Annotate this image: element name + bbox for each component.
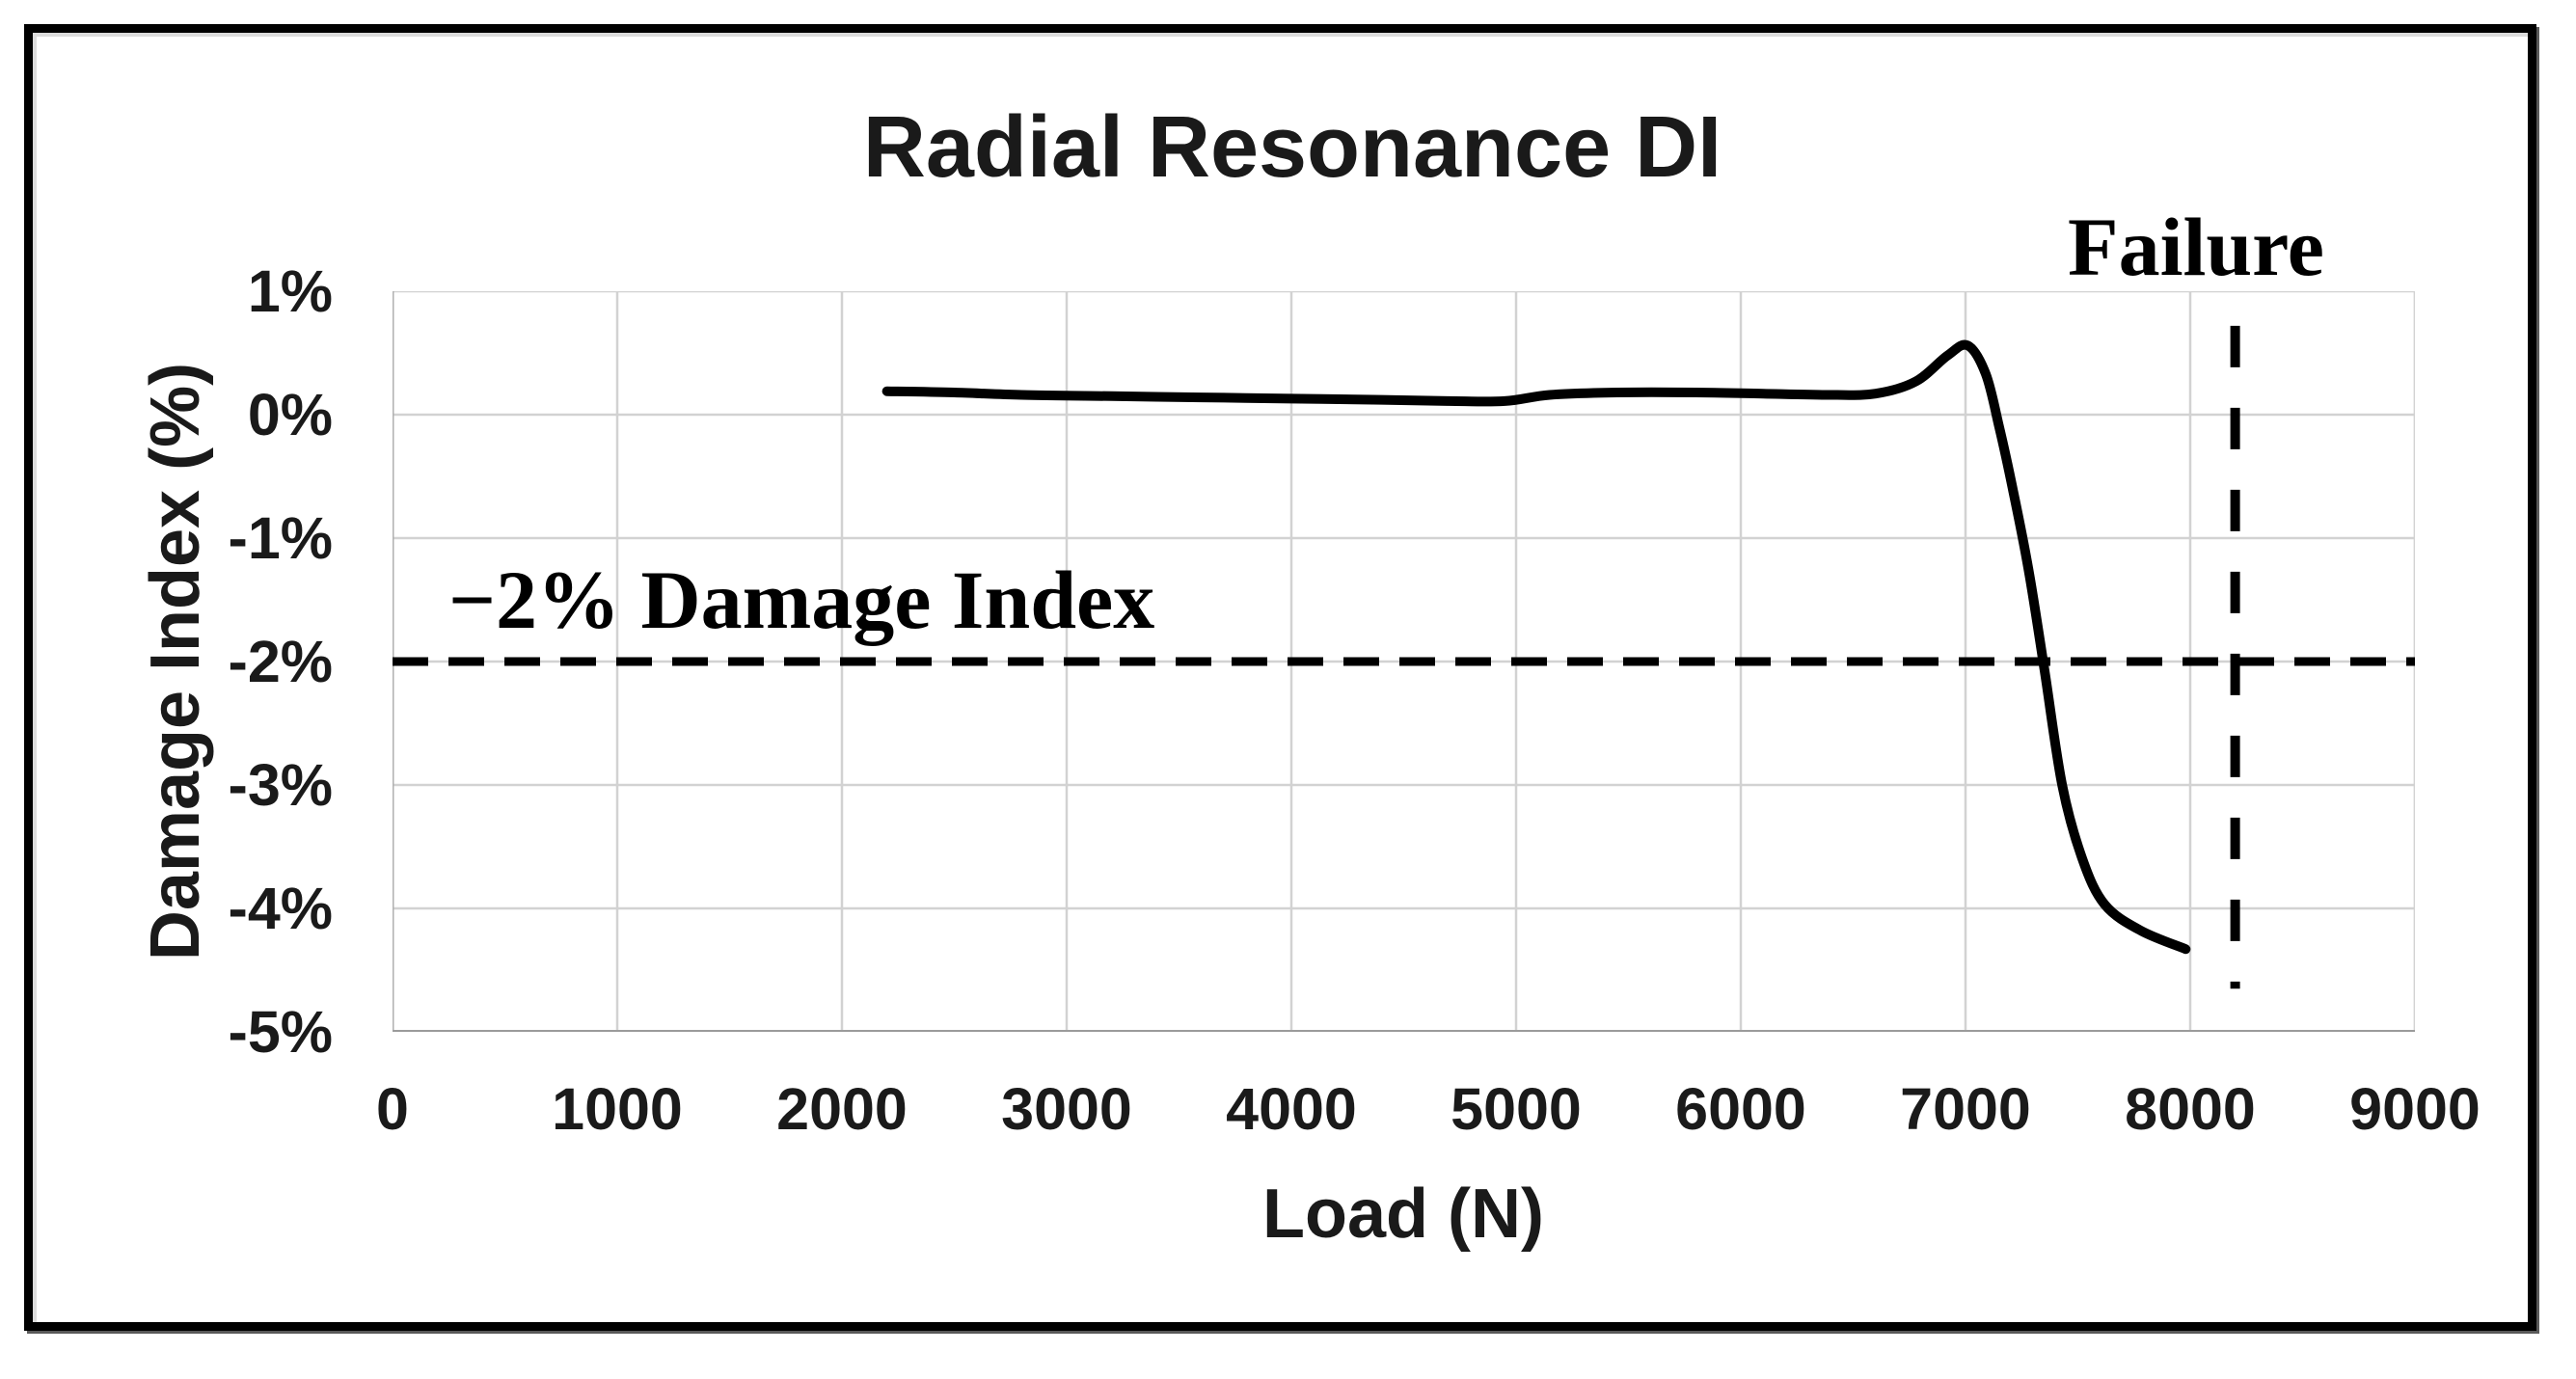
y-tick-label: 1% [247,258,333,324]
x-tick-label: 9000 [2349,1076,2481,1142]
x-tick-label: 2000 [776,1076,908,1142]
chart-canvas [391,289,2417,1034]
x-tick-label: 0 [376,1076,409,1142]
di-curve [881,339,2191,955]
x-tick-label: 4000 [1226,1076,1357,1142]
y-tick-label: 0% [247,382,333,447]
y-tick-label: -5% [228,999,333,1065]
y-tick-label: -4% [228,876,333,941]
x-tick-label: 8000 [2125,1076,2256,1142]
y-tick-label: -1% [228,505,333,571]
y-tick-label: -2% [228,629,333,694]
chart-frame [24,24,2536,1331]
threshold-annotation: −2% Damage Index [448,554,1155,646]
plot-area [391,289,2417,1034]
chart-title: Radial Resonance DI [862,99,1722,196]
x-tick-label: 6000 [1675,1076,1806,1142]
x-axis-title: Load (N) [1262,1176,1544,1253]
x-tick-label: 3000 [1001,1076,1132,1142]
x-tick-label: 1000 [552,1076,683,1142]
x-tick-label: 7000 [1900,1076,2031,1142]
y-tick-label: -3% [228,752,333,818]
failure-annotation: Failure [2068,201,2324,293]
x-tick-label: 5000 [1451,1076,1582,1142]
